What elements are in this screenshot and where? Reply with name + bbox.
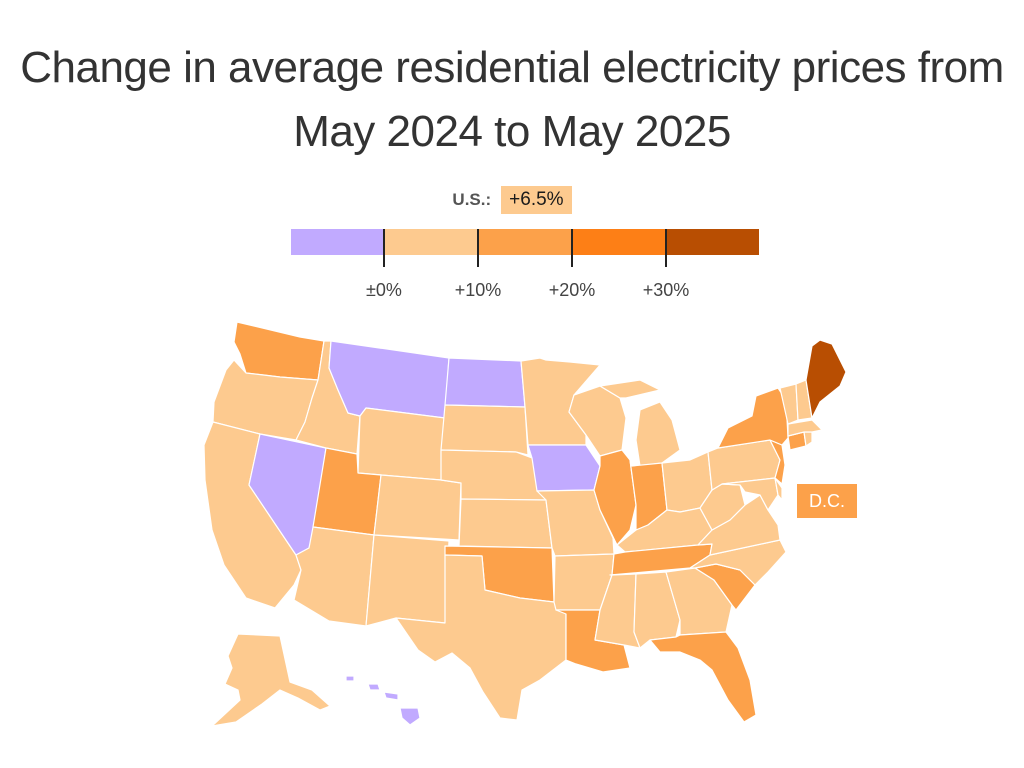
legend-segment-0-10 (384, 229, 479, 255)
state-hawaii[interactable] (399, 707, 421, 726)
state-new-york[interactable] (717, 387, 789, 449)
legend-tick (665, 229, 667, 267)
legend-tick (477, 229, 479, 267)
chart-title-line-1: Change in average residential electricit… (20, 43, 1004, 92)
legend-segment-30-plus (665, 229, 759, 255)
legend-tick-label: +20% (548, 280, 596, 300)
legend-segment-10-20 (478, 229, 572, 255)
state-south-dakota[interactable] (440, 404, 529, 456)
state-texas[interactable] (395, 554, 567, 721)
state-rhode-island[interactable] (803, 431, 813, 447)
state-washington[interactable] (233, 321, 325, 381)
legend-tick-label: +10% (454, 280, 502, 300)
dc-label[interactable]: D.C. (797, 484, 857, 518)
national-average: U.S.: +6.5% (0, 186, 1024, 214)
state-kansas[interactable] (458, 498, 553, 549)
state-delaware[interactable] (774, 477, 783, 501)
chart-title-line-2: May 2024 to May 2025 (293, 107, 731, 156)
state-alaska[interactable] (211, 633, 331, 727)
color-legend (291, 229, 759, 255)
national-label: U.S.: (452, 190, 492, 209)
state-colorado[interactable] (373, 474, 462, 541)
legend-tick (571, 229, 573, 267)
legend-segment-negative (291, 229, 385, 255)
state-massachusetts[interactable] (787, 419, 823, 437)
state-montana[interactable] (328, 340, 450, 419)
state-hawaii-islands[interactable] (383, 691, 399, 701)
state-michigan[interactable] (599, 379, 661, 399)
national-value-badge: +6.5% (501, 186, 572, 214)
state-florida[interactable] (649, 631, 757, 723)
legend-tick-label: ±0% (366, 280, 402, 300)
state-hawaii-islands[interactable] (367, 683, 381, 691)
state-north-dakota[interactable] (444, 357, 526, 408)
state-illinois[interactable] (593, 449, 637, 546)
state-michigan-lower[interactable] (635, 401, 681, 467)
state-wyoming[interactable] (357, 407, 446, 481)
legend-tick (383, 229, 385, 267)
state-new-mexico[interactable] (365, 534, 450, 627)
state-maine[interactable] (805, 339, 847, 419)
state-iowa[interactable] (527, 444, 601, 492)
legend-tick-label: +30% (642, 280, 690, 300)
state-hawaii-islands[interactable] (345, 675, 355, 682)
legend-segment-20-30 (571, 229, 666, 255)
